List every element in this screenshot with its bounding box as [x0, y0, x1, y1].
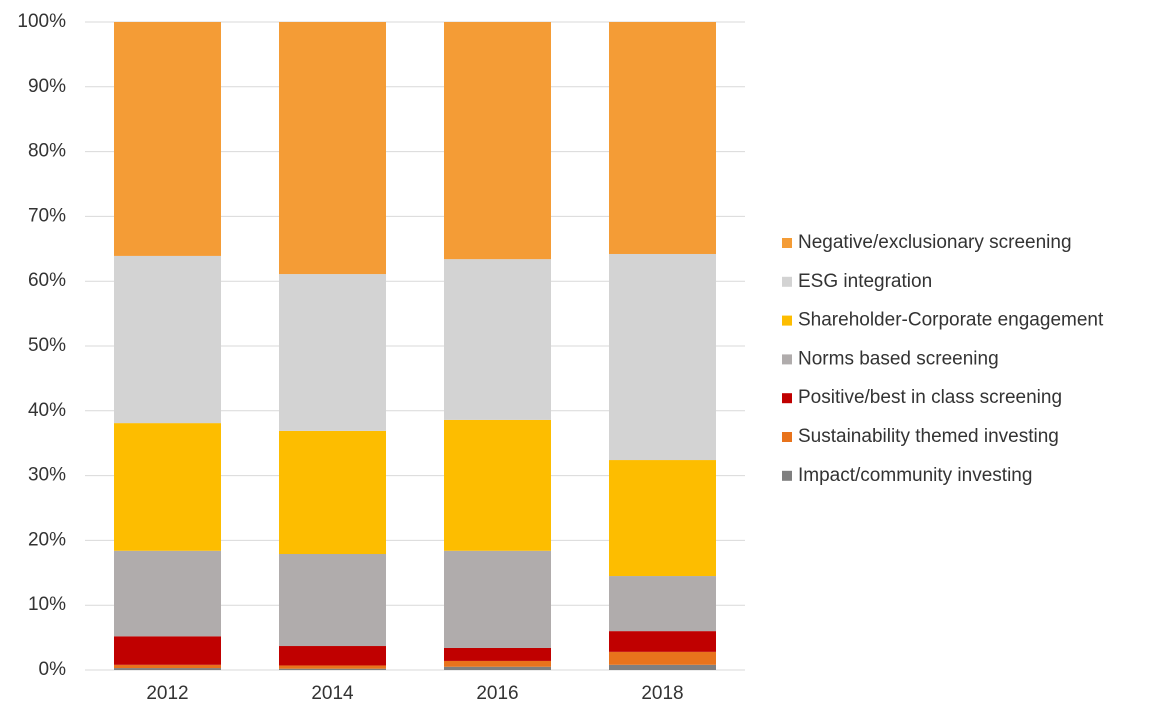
bar-segment — [609, 576, 716, 632]
legend-swatch — [782, 354, 792, 365]
bar-segment — [444, 419, 551, 551]
x-tick-label: 2018 — [641, 683, 683, 704]
bar-segment — [279, 274, 386, 431]
bar-segment — [114, 550, 221, 637]
legend-swatch — [782, 432, 792, 442]
legend-label: Positive/best in class screening — [798, 387, 1062, 408]
bar-segment — [114, 255, 221, 424]
y-tick-label: 10% — [28, 594, 66, 615]
y-tick-label: 0% — [39, 659, 67, 680]
bar-segment — [444, 22, 551, 260]
legend-label: Negative/exclusionary screening — [798, 232, 1072, 253]
bar-segment — [114, 636, 221, 665]
bar-segment — [444, 660, 551, 667]
legend-swatch — [782, 315, 792, 326]
bar-segment — [609, 460, 716, 577]
y-tick-label: 60% — [28, 270, 66, 291]
bar-segment — [609, 664, 716, 670]
bar-segment — [609, 253, 716, 461]
bar-segment — [444, 550, 551, 648]
y-tick-label: 90% — [28, 76, 66, 97]
bar-segment — [114, 664, 221, 669]
bar-segment — [444, 666, 551, 670]
y-tick-label: 80% — [28, 141, 66, 162]
bar-segment — [444, 647, 551, 661]
bar-segment — [279, 430, 386, 555]
y-tick-label: 30% — [28, 465, 66, 486]
legend-swatch — [782, 470, 792, 481]
legend-label: Impact/community investing — [798, 465, 1032, 486]
y-tick-label: 50% — [28, 335, 66, 356]
x-tick-label: 2012 — [146, 683, 188, 704]
y-tick-label: 40% — [28, 400, 66, 421]
bar-segment — [609, 22, 716, 254]
bar-segment — [609, 631, 716, 652]
y-tick-label: 70% — [28, 205, 66, 226]
legend-label: Shareholder-Corporate engagement — [798, 310, 1104, 331]
bar-segment — [609, 651, 716, 665]
bar-segment — [114, 423, 221, 551]
x-tick-label: 2016 — [476, 683, 518, 704]
y-tick-label: 100% — [17, 11, 66, 32]
legend-swatch — [782, 393, 792, 404]
bar-segment — [444, 259, 551, 420]
bar-segment — [279, 554, 386, 647]
bar-segment — [114, 668, 221, 670]
legend-label: ESG integration — [798, 271, 932, 292]
legend-label: Sustainability themed investing — [798, 426, 1059, 447]
x-tick-label: 2014 — [311, 683, 354, 704]
bar-segment — [279, 665, 386, 669]
bar-segment — [279, 646, 386, 666]
bar-segment — [114, 22, 221, 256]
legend-label: Norms based screening — [798, 348, 999, 369]
bar-segment — [279, 668, 386, 670]
legend-swatch — [782, 238, 792, 248]
legend-swatch — [782, 276, 792, 287]
bar-segment — [279, 22, 386, 275]
y-tick-label: 20% — [28, 529, 66, 550]
